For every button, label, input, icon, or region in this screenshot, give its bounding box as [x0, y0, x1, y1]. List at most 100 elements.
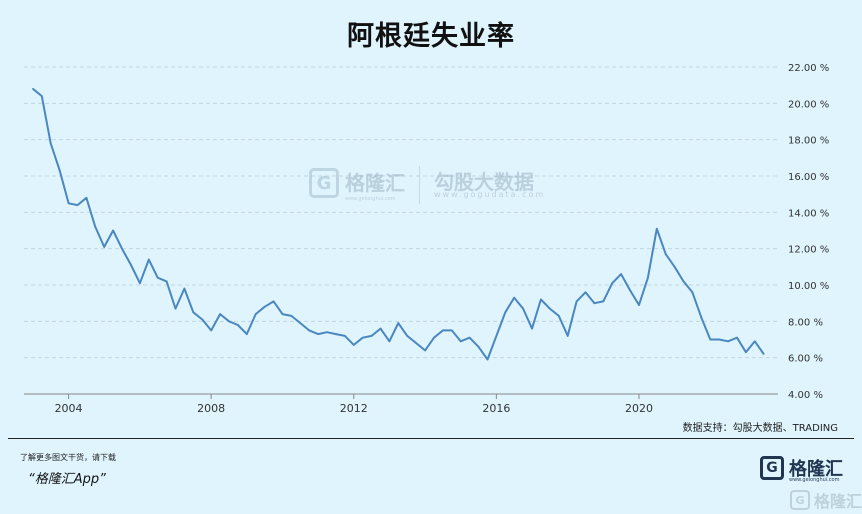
data-point [317, 333, 319, 335]
data-point [290, 315, 293, 317]
data-point [210, 329, 212, 332]
data-point [486, 358, 489, 361]
y-tick-label: 14.00 % [788, 208, 829, 219]
data-point [326, 331, 328, 334]
data-point [745, 351, 747, 354]
data-point [433, 336, 435, 339]
data-point [468, 336, 471, 339]
data-point [370, 335, 373, 337]
data-point [246, 333, 248, 335]
data-point [620, 273, 622, 275]
data-point [647, 276, 649, 279]
data-point [522, 307, 524, 310]
data-point [424, 349, 426, 352]
brand-logo[interactable]: G 格隆汇 www.gelonghui.com [760, 455, 843, 483]
brand-name: 格隆汇 [789, 459, 843, 480]
data-point [655, 227, 658, 230]
series-layer [32, 88, 765, 361]
data-point [112, 229, 114, 232]
source-note: 数据支持：勾股大数据、TRADING [682, 423, 838, 434]
data-point [406, 335, 409, 337]
data-point [85, 197, 88, 199]
x-tick-label: 2020 [625, 402, 653, 415]
y-tick-label: 22.00 % [788, 63, 829, 74]
data-point [736, 336, 738, 339]
data-point [388, 340, 391, 343]
data-point [504, 311, 507, 314]
data-point [682, 280, 685, 283]
y-tick-label: 6.00 % [788, 354, 823, 365]
data-point [121, 247, 123, 250]
promo-line-1: 了解更多图文干货，请下载 [20, 453, 116, 462]
data-point [103, 246, 106, 248]
data-point [165, 280, 168, 283]
data-point [664, 253, 667, 255]
watermark: G 格隆汇 www.gelonghui.com 勾股大数据 www.goguda… [309, 166, 545, 204]
data-point [584, 291, 587, 294]
data-point [477, 345, 480, 348]
watermark-right-name: 勾股大数据 [434, 169, 534, 194]
watermark-left-url: www.gelonghui.com [345, 196, 396, 202]
data-point [540, 298, 542, 301]
data-point [335, 333, 337, 335]
data-point [566, 335, 569, 337]
data-point [459, 340, 462, 343]
data-point [344, 335, 346, 337]
data-point [201, 318, 204, 321]
data-point [691, 291, 694, 294]
watermark-left-name: 格隆汇 [345, 171, 405, 195]
corner-name: 格隆汇 [814, 492, 862, 511]
x-tick-label: 2012 [340, 402, 368, 415]
data-point [32, 88, 34, 90]
data-point [299, 322, 302, 324]
data-point [415, 342, 417, 344]
data-point [139, 282, 141, 284]
x-tick-label: 2008 [197, 402, 225, 415]
watermark-divider [419, 166, 420, 204]
data-point [575, 300, 578, 303]
g-logo-icon: G [790, 490, 810, 510]
data-point [629, 289, 631, 292]
y-tick-label: 12.00 % [788, 245, 829, 256]
g-logo-icon: G [760, 456, 784, 480]
data-point [41, 95, 43, 97]
x-axis: 2004 2008 2012 2016 2020 [24, 393, 778, 415]
grid-lines [24, 66, 778, 395]
promo-line-2: “格隆汇App” [28, 472, 106, 487]
corner-watermark: G 格隆汇 [790, 488, 862, 512]
data-point [67, 202, 70, 205]
y-tick-label: 8.00 % [788, 317, 823, 328]
data-point [254, 313, 257, 315]
data-point [183, 287, 186, 290]
data-point [156, 276, 159, 279]
data-point [76, 204, 79, 206]
y-tick-label: 16.00 % [788, 172, 829, 183]
data-point [272, 300, 275, 303]
data-point [602, 300, 605, 303]
data-point [228, 320, 230, 323]
footer-divider [8, 438, 854, 439]
data-point [379, 327, 382, 330]
data-point [762, 353, 765, 355]
y-tick-label: 18.00 % [788, 136, 829, 147]
g-logo-icon: G [309, 168, 339, 198]
data-point [281, 313, 284, 315]
data-point [174, 307, 177, 310]
data-point [611, 282, 614, 284]
data-point [130, 264, 132, 266]
line-chart: 4.00 % 6.00 % 8.00 % 10.00 % 12.00 % 14.00 % 1… [24, 63, 829, 415]
data-point [700, 316, 703, 319]
chart-title: 阿根廷失业率 [347, 21, 515, 52]
data-point [352, 344, 355, 346]
data-point [754, 340, 756, 343]
data-point [451, 329, 453, 332]
y-tick-label: 20.00 % [788, 99, 829, 110]
data-point [557, 315, 560, 317]
data-point [94, 226, 97, 228]
series-line [32, 88, 765, 361]
data-point [308, 329, 311, 332]
data-point [361, 336, 364, 339]
data-point [442, 329, 444, 332]
brand-url: www.gelonghui.com [789, 477, 840, 483]
data-point [727, 340, 729, 343]
